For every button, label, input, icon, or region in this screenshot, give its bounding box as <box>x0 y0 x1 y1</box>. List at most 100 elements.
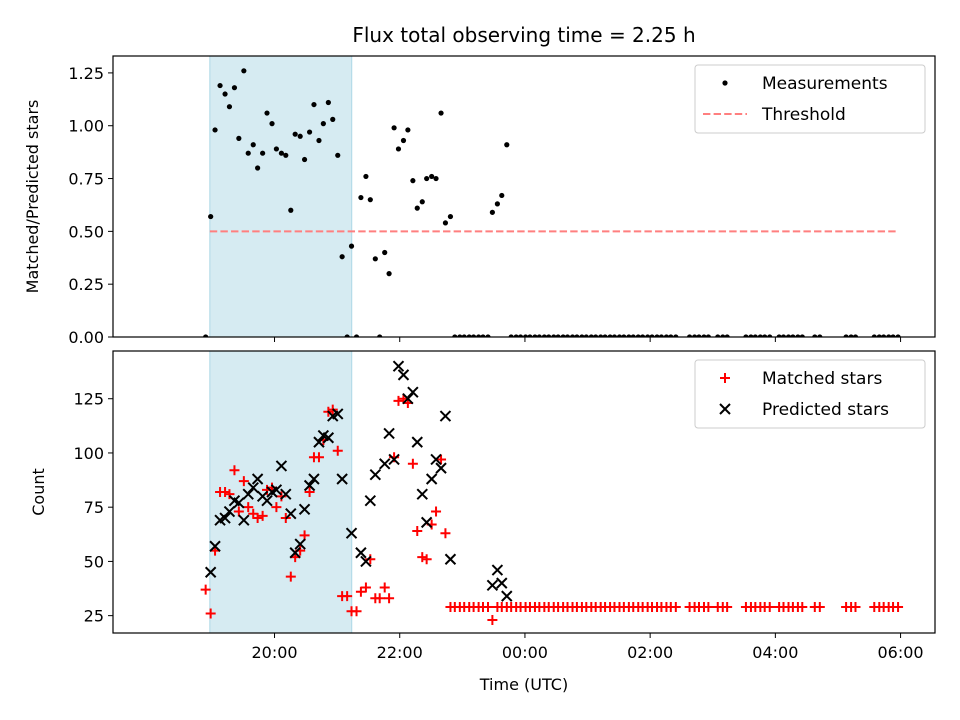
measurement-point <box>785 334 792 337</box>
measurement-point <box>852 334 859 337</box>
x-tick-label: 06:00 <box>878 643 924 662</box>
measurement-point <box>405 127 411 133</box>
matched-star-marker <box>342 591 353 602</box>
matched-star-marker <box>722 601 733 612</box>
matched-star-marker <box>407 458 418 469</box>
measurement-point <box>273 146 279 152</box>
measurement-point <box>611 334 618 337</box>
measurement-point <box>508 334 514 337</box>
predicted-star-marker <box>364 494 377 507</box>
measurement-point <box>236 135 242 141</box>
measurement-point <box>297 133 303 139</box>
predicted-star-marker <box>402 393 414 405</box>
measurement-point <box>795 334 801 337</box>
measurement-point <box>564 334 571 337</box>
legend-box <box>694 64 926 134</box>
measurement-point <box>226 104 233 110</box>
measurement-point <box>574 334 580 337</box>
y-tick-label: 0.25 <box>68 275 104 294</box>
measurement-point <box>260 150 266 156</box>
measurement-point <box>767 334 773 337</box>
measurement-point <box>367 197 373 203</box>
measurement-point <box>278 150 285 156</box>
measurement-point <box>630 334 636 337</box>
measurement-point <box>494 201 500 207</box>
measurement-point <box>283 152 289 158</box>
measurement-point <box>743 334 749 337</box>
y-tick-label: 50 <box>84 552 104 571</box>
matched-star-marker <box>271 502 282 513</box>
predicted-star-marker <box>430 453 442 466</box>
measurement-point <box>635 334 641 337</box>
measurement-point <box>255 165 261 171</box>
predicted-star-marker <box>388 453 400 466</box>
observing-time-span <box>209 56 353 337</box>
predicted-star-marker <box>397 369 410 381</box>
measurement-point <box>203 334 209 337</box>
predicted-star-marker <box>261 494 273 507</box>
x-tick-label: 00:00 <box>502 643 548 662</box>
measurement-point <box>843 334 849 337</box>
measurement-point <box>489 209 495 215</box>
predicted-star-marker <box>298 503 311 516</box>
measurement-point <box>517 334 524 337</box>
measurement-point <box>466 334 472 337</box>
measurement-point <box>424 175 430 182</box>
matched-star-marker <box>487 614 498 625</box>
matched-star-marker <box>417 552 428 563</box>
predicted-star-marker <box>242 488 254 500</box>
predicted-star-marker <box>285 507 297 520</box>
measurement-point <box>752 334 758 337</box>
measurement-point <box>499 192 505 199</box>
predicted-star-marker <box>411 436 423 448</box>
measurement-point <box>724 334 730 337</box>
measurement-point <box>654 334 660 337</box>
measurement-point <box>504 142 510 148</box>
measurement-point <box>720 334 726 337</box>
predicted-star-marker <box>435 462 447 474</box>
measurement-point <box>890 334 896 337</box>
measurement-point <box>419 199 425 205</box>
y-axis-label: Count <box>29 468 48 516</box>
predicted-star-marker <box>303 479 316 492</box>
measurement-point <box>640 334 646 337</box>
legend-label: Predicted stars <box>762 400 889 420</box>
predicted-star-marker <box>345 527 358 539</box>
measurement-point <box>410 178 416 184</box>
measurement-point <box>817 334 823 337</box>
measurement-point <box>536 334 542 337</box>
measurement-point <box>372 256 378 262</box>
measurement-point <box>301 156 308 163</box>
matched-star-marker <box>220 487 231 497</box>
measurement-point <box>447 213 454 220</box>
y-tick-label: 100 <box>73 444 104 463</box>
measurement-point <box>471 334 477 337</box>
predicted-star-marker <box>369 468 382 481</box>
measurement-point <box>480 334 486 337</box>
measurement-point <box>363 173 369 180</box>
legend-predicted-marker <box>719 403 731 415</box>
predicted-star-marker <box>486 579 499 591</box>
measurement-point <box>306 129 313 135</box>
measurement-point <box>330 116 336 122</box>
measurement-point <box>320 121 326 127</box>
measurement-point <box>527 334 533 337</box>
axes-frame <box>112 55 936 338</box>
predicted-star-marker <box>416 488 428 500</box>
measurement-point <box>696 334 702 337</box>
measurement-point <box>621 334 627 337</box>
measurement-point <box>414 205 420 211</box>
matched-star-marker <box>483 601 494 612</box>
matched-star-marker <box>243 502 254 513</box>
measurement-point <box>335 152 341 158</box>
panel-flux-ratio: 0.00 0.25 0.50 0.75 1.00 1.25 Matched/Predicte… <box>23 55 936 347</box>
predicted-star-marker <box>238 514 250 526</box>
matched-star-marker <box>252 513 263 524</box>
matched-star-marker <box>332 445 343 456</box>
measurement-point <box>871 334 877 337</box>
measurement-point <box>881 334 887 337</box>
measurement-point <box>583 334 589 337</box>
measurement-point <box>241 68 247 74</box>
measurement-point <box>264 110 270 116</box>
predicted-star-marker <box>383 427 395 440</box>
